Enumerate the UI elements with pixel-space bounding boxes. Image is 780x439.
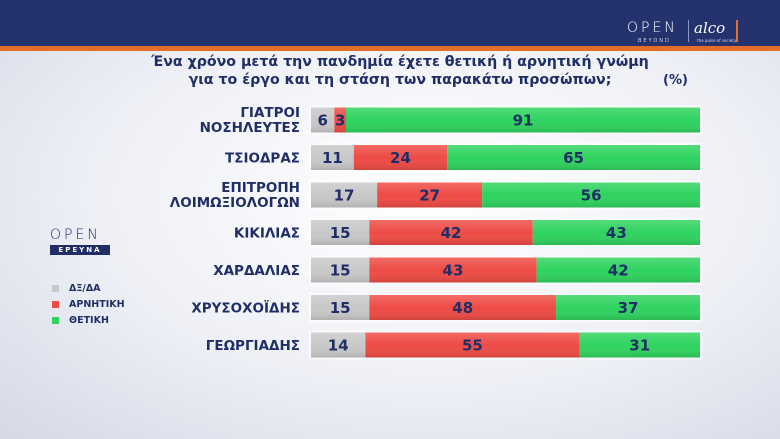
value-label-positive: 31 <box>629 337 650 355</box>
bar-shading <box>447 145 700 170</box>
value-label-negative: 55 <box>462 337 483 355</box>
category-label: ΧΡΥΣΟΧΟΪΔΗΣ <box>191 300 300 317</box>
legend-swatch-dk <box>52 284 59 292</box>
category-label: ΕΠΙΤΡΟΠΗ ΛΟΙΜΩΞΙΟΛΟΓΩΝ <box>170 180 300 211</box>
bar-shading <box>579 332 700 358</box>
legend-item-negative: ΑΡΝΗΤΙΚΗ <box>52 296 125 312</box>
value-label-positive: 42 <box>608 262 629 280</box>
value-label-dk: 15 <box>330 299 351 317</box>
bar-shading <box>536 257 700 283</box>
legend-label-negative: ΑΡΝΗΤΙΚΗ <box>69 298 125 310</box>
bar-shading <box>365 332 580 358</box>
bar-shading <box>311 295 370 320</box>
category-label-line: ΛΟΙΜΩΞΙΟΛΟΓΩΝ <box>170 195 300 211</box>
bar-shading <box>334 107 347 133</box>
value-label-negative: 24 <box>390 149 411 167</box>
value-label-dk: 15 <box>330 262 351 280</box>
chart-title-line-1: Ένα χρόνο μετά την πανδημία έχετε θετική… <box>151 54 649 70</box>
value-label-positive: 37 <box>618 299 639 317</box>
bar-shading <box>311 182 378 208</box>
bar-shading <box>353 145 448 170</box>
bar-shading <box>377 182 483 208</box>
value-label-positive: 43 <box>606 224 627 242</box>
bar-shading <box>346 107 700 133</box>
header-band <box>0 0 780 46</box>
category-label-line: ΓΙΑΤΡΟΙ <box>240 105 300 121</box>
ereyna-label: ΕΡΕΥΝΑ <box>50 245 110 255</box>
legend-swatch-positive <box>52 316 59 324</box>
legend-item-positive: ΘΕΤΙΚΗ <box>52 312 125 328</box>
category-label-line: ΝΟΣΗΛΕΥΤΕΣ <box>200 120 300 136</box>
category-label: ΓΕΩΡΓΙΑΔΗΣ <box>206 338 300 354</box>
category-label: ΤΣΙΟΔΡΑΣ <box>225 151 300 167</box>
open-beyond-tag: BEYOND <box>638 38 671 44</box>
bar-shading <box>311 145 354 170</box>
bar-shading <box>556 295 700 320</box>
value-label-dk: 17 <box>334 187 355 205</box>
alco-accent-bar <box>736 20 738 42</box>
logo-separator <box>688 20 689 42</box>
bar-shading <box>311 257 370 283</box>
header-accent-line <box>0 46 780 51</box>
value-label-dk: 15 <box>330 224 351 242</box>
open-ereyna-badge: OPEN ΕΡΕΥΝΑ <box>50 227 112 255</box>
value-label-dk: 14 <box>328 337 349 355</box>
legend: ΔΞ/ΔΑ ΑΡΝΗΤΙΚΗ ΘΕΤΙΚΗ <box>52 280 125 328</box>
value-label-dk: 6 <box>317 112 327 130</box>
chart-title-line-2: για το έργο και τη στάση των παρακάτω πρ… <box>188 72 612 88</box>
legend-item-dk: ΔΞ/ΔΑ <box>52 280 125 296</box>
category-label: ΧΑΡΔΑΛΙΑΣ <box>213 263 300 279</box>
value-label-negative: 42 <box>441 224 462 242</box>
value-label-positive: 56 <box>581 187 602 205</box>
open-logo: OPEN <box>627 20 678 36</box>
bar-shading <box>311 107 335 133</box>
value-label-negative: 43 <box>443 262 464 280</box>
bar-shading <box>482 182 700 208</box>
legend-label-dk: ΔΞ/ΔΑ <box>69 282 101 294</box>
bar-shading <box>311 220 370 245</box>
value-label-negative: 48 <box>452 299 473 317</box>
alco-logo: alco <box>694 19 726 37</box>
category-label: ΚΙΚΙΛΙΑΣ <box>234 226 300 242</box>
alco-tagline: the pulse of society <box>697 38 737 43</box>
category-label: ΓΙΑΤΡΟΙ ΝΟΣΗΛΕΥΤΕΣ <box>200 105 300 136</box>
value-label-negative: 27 <box>419 187 440 205</box>
value-label-negative: 3 <box>335 112 345 130</box>
value-label-positive: 65 <box>563 149 584 167</box>
bar-shading <box>369 220 533 245</box>
bar-shading <box>532 220 700 245</box>
category-label-line: ΕΠΙΤΡΟΠΗ <box>221 180 300 196</box>
bar-shading <box>369 257 537 283</box>
chart-unit: (%) <box>663 73 688 88</box>
value-label-positive: 91 <box>513 112 534 130</box>
legend-swatch-negative <box>52 300 59 308</box>
bar-shading <box>369 295 557 320</box>
chart-title: Ένα χρόνο μετά την πανδημία έχετε θετική… <box>120 53 680 89</box>
legend-label-positive: ΘΕΤΙΚΗ <box>69 314 109 326</box>
open-ereyna-logo: OPEN <box>50 227 101 243</box>
bar-shading <box>311 332 366 358</box>
value-label-dk: 11 <box>322 149 343 167</box>
